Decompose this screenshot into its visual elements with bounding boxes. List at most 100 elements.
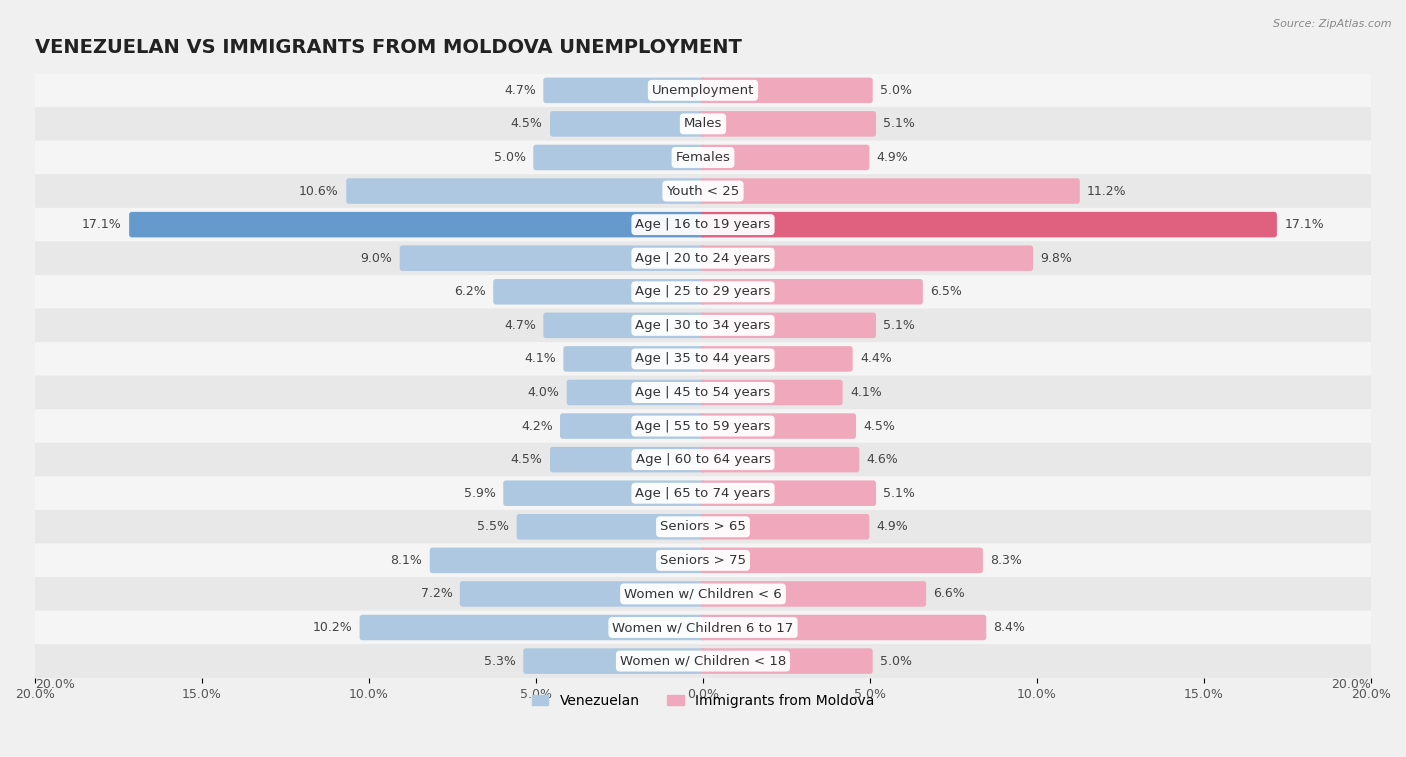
FancyBboxPatch shape [35,275,1371,309]
FancyBboxPatch shape [700,346,852,372]
Text: 5.0%: 5.0% [494,151,526,164]
FancyBboxPatch shape [550,111,706,137]
Text: 5.0%: 5.0% [880,84,912,97]
FancyBboxPatch shape [35,410,1371,443]
FancyBboxPatch shape [460,581,706,606]
FancyBboxPatch shape [360,615,706,640]
Text: 4.5%: 4.5% [863,419,896,432]
Text: VENEZUELAN VS IMMIGRANTS FROM MOLDOVA UNEMPLOYMENT: VENEZUELAN VS IMMIGRANTS FROM MOLDOVA UN… [35,38,742,57]
Text: Source: ZipAtlas.com: Source: ZipAtlas.com [1274,19,1392,29]
Text: 4.1%: 4.1% [524,353,555,366]
Text: 8.4%: 8.4% [994,621,1025,634]
Text: Youth < 25: Youth < 25 [666,185,740,198]
FancyBboxPatch shape [346,179,706,204]
FancyBboxPatch shape [700,111,876,137]
FancyBboxPatch shape [700,481,876,506]
FancyBboxPatch shape [700,581,927,606]
Text: Age | 30 to 34 years: Age | 30 to 34 years [636,319,770,332]
FancyBboxPatch shape [700,212,1277,238]
Text: 8.3%: 8.3% [990,554,1022,567]
FancyBboxPatch shape [550,447,706,472]
Text: 4.2%: 4.2% [522,419,553,432]
FancyBboxPatch shape [700,413,856,439]
FancyBboxPatch shape [567,380,706,405]
Text: Females: Females [675,151,731,164]
Text: 8.1%: 8.1% [391,554,422,567]
Text: Women w/ Children < 6: Women w/ Children < 6 [624,587,782,600]
FancyBboxPatch shape [533,145,706,170]
Text: Age | 16 to 19 years: Age | 16 to 19 years [636,218,770,231]
FancyBboxPatch shape [35,141,1371,174]
FancyBboxPatch shape [700,145,869,170]
FancyBboxPatch shape [35,644,1371,678]
Text: 5.3%: 5.3% [484,655,516,668]
FancyBboxPatch shape [700,313,876,338]
FancyBboxPatch shape [35,342,1371,375]
Text: 6.6%: 6.6% [934,587,966,600]
FancyBboxPatch shape [35,443,1371,476]
FancyBboxPatch shape [494,279,706,304]
FancyBboxPatch shape [399,245,706,271]
FancyBboxPatch shape [35,73,1371,107]
Text: Age | 45 to 54 years: Age | 45 to 54 years [636,386,770,399]
Text: Seniors > 75: Seniors > 75 [659,554,747,567]
FancyBboxPatch shape [35,577,1371,611]
Text: 5.0%: 5.0% [880,655,912,668]
Text: Age | 35 to 44 years: Age | 35 to 44 years [636,353,770,366]
FancyBboxPatch shape [700,245,1033,271]
FancyBboxPatch shape [543,77,706,103]
Text: 10.2%: 10.2% [312,621,353,634]
FancyBboxPatch shape [560,413,706,439]
Text: Unemployment: Unemployment [652,84,754,97]
FancyBboxPatch shape [700,179,1080,204]
Text: Seniors > 65: Seniors > 65 [659,520,747,533]
Text: 6.2%: 6.2% [454,285,486,298]
Text: 20.0%: 20.0% [1331,678,1371,691]
Text: 11.2%: 11.2% [1087,185,1126,198]
Text: Age | 25 to 29 years: Age | 25 to 29 years [636,285,770,298]
FancyBboxPatch shape [700,77,873,103]
Text: 5.1%: 5.1% [883,487,915,500]
FancyBboxPatch shape [35,510,1371,544]
Text: 4.4%: 4.4% [860,353,891,366]
FancyBboxPatch shape [35,241,1371,275]
Text: 4.9%: 4.9% [877,520,908,533]
Text: 9.0%: 9.0% [360,251,392,265]
Text: 4.7%: 4.7% [505,84,536,97]
Text: 17.1%: 17.1% [1284,218,1324,231]
Text: Age | 65 to 74 years: Age | 65 to 74 years [636,487,770,500]
Text: 5.9%: 5.9% [464,487,496,500]
FancyBboxPatch shape [564,346,706,372]
Text: 4.0%: 4.0% [527,386,560,399]
FancyBboxPatch shape [543,313,706,338]
FancyBboxPatch shape [503,481,706,506]
Text: 10.6%: 10.6% [299,185,339,198]
FancyBboxPatch shape [35,476,1371,510]
Text: 5.1%: 5.1% [883,319,915,332]
Text: 6.5%: 6.5% [931,285,962,298]
FancyBboxPatch shape [700,514,869,540]
FancyBboxPatch shape [35,208,1371,241]
FancyBboxPatch shape [35,611,1371,644]
FancyBboxPatch shape [35,107,1371,141]
Text: Males: Males [683,117,723,130]
Legend: Venezuelan, Immigrants from Moldova: Venezuelan, Immigrants from Moldova [526,688,880,713]
FancyBboxPatch shape [523,648,706,674]
Text: 4.1%: 4.1% [851,386,882,399]
Text: 4.9%: 4.9% [877,151,908,164]
Text: 5.5%: 5.5% [477,520,509,533]
FancyBboxPatch shape [35,375,1371,410]
FancyBboxPatch shape [430,547,706,573]
Text: 9.8%: 9.8% [1040,251,1073,265]
Text: Age | 60 to 64 years: Age | 60 to 64 years [636,453,770,466]
FancyBboxPatch shape [35,544,1371,577]
FancyBboxPatch shape [35,309,1371,342]
FancyBboxPatch shape [700,547,983,573]
FancyBboxPatch shape [700,648,873,674]
FancyBboxPatch shape [700,615,986,640]
FancyBboxPatch shape [516,514,706,540]
Text: 5.1%: 5.1% [883,117,915,130]
Text: Women w/ Children 6 to 17: Women w/ Children 6 to 17 [613,621,793,634]
Text: 4.5%: 4.5% [510,453,543,466]
Text: Women w/ Children < 18: Women w/ Children < 18 [620,655,786,668]
